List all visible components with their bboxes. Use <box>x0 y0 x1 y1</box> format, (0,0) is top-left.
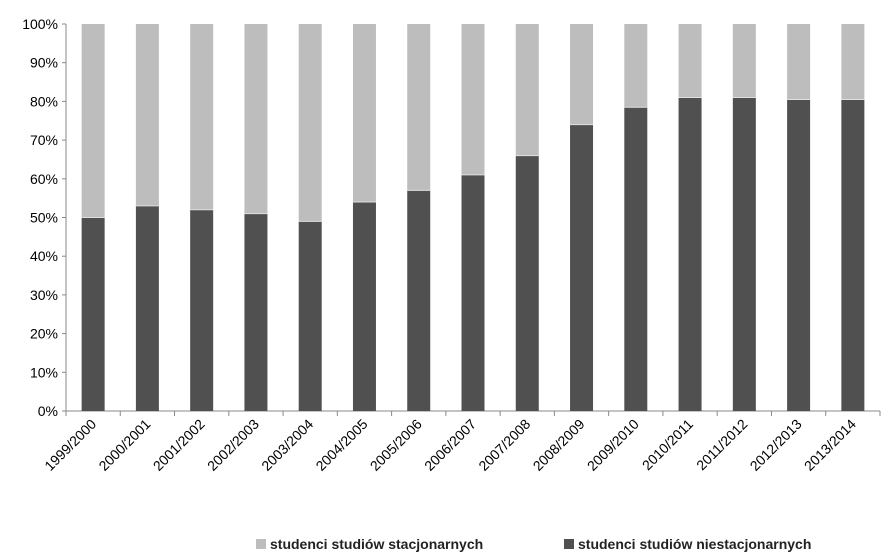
bar-stacjonarnych <box>624 24 648 108</box>
bar-stacjonarnych <box>352 24 376 203</box>
y-tick-label: 70% <box>30 132 58 148</box>
x-tick-label: 2002/2003 <box>204 416 262 474</box>
bar-stacjonarnych <box>732 24 756 98</box>
legend-label-stacjonarnych: studenci studiów stacjonarnych <box>270 536 484 552</box>
x-tick-label: 2003/2004 <box>258 416 316 474</box>
y-tick-label: 10% <box>30 364 58 380</box>
bar-niestacjonarnych <box>570 124 594 412</box>
y-tick-label: 90% <box>30 55 58 71</box>
y-tick-label: 80% <box>30 93 58 109</box>
bar-niestacjonarnych <box>515 155 539 411</box>
bar-stacjonarnych <box>570 24 594 125</box>
bar-stacjonarnych <box>841 24 865 100</box>
x-tick-label: 2000/2001 <box>95 416 153 474</box>
bar-stacjonarnych <box>407 24 431 191</box>
x-tick-label: 2004/2005 <box>312 416 370 474</box>
x-tick-label: 2007/2008 <box>475 416 533 474</box>
bar-niestacjonarnych <box>678 97 702 411</box>
bar-niestacjonarnych <box>244 213 268 411</box>
bar-stacjonarnych <box>461 24 485 175</box>
bar-niestacjonarnych <box>135 205 159 411</box>
bar-niestacjonarnych <box>787 99 811 411</box>
x-tick-label: 2005/2006 <box>367 416 425 474</box>
legend-item-stacjonarnych: studenci studiów stacjonarnych <box>256 536 483 552</box>
legend-swatch-niestacjonarnych <box>564 539 574 549</box>
y-tick-label: 0% <box>38 403 58 419</box>
bar-niestacjonarnych <box>841 99 865 411</box>
bar-stacjonarnych <box>787 24 811 100</box>
y-tick-label: 20% <box>30 326 58 342</box>
legend-label-niestacjonarnych: studenci studiów niestacjonarnych <box>578 536 812 552</box>
bar-stacjonarnych <box>81 24 105 218</box>
x-tick-label: 1999/2000 <box>41 416 99 474</box>
bar-niestacjonarnych <box>461 174 485 411</box>
x-tick-label: 2010/2011 <box>639 416 697 474</box>
bar-stacjonarnych <box>298 24 322 222</box>
bar-stacjonarnych <box>678 24 702 98</box>
y-tick-label: 50% <box>30 210 58 226</box>
bar-niestacjonarnych <box>732 97 756 411</box>
x-tick-label: 2013/2014 <box>801 416 859 474</box>
y-tick-label: 30% <box>30 287 58 303</box>
y-tick-label: 100% <box>22 16 58 32</box>
bar-stacjonarnych <box>244 24 268 214</box>
x-tick-label: 2001/2002 <box>150 416 208 474</box>
bar-niestacjonarnych <box>407 190 431 411</box>
bar-niestacjonarnych <box>352 202 376 411</box>
x-tick-label: 2008/2009 <box>530 416 588 474</box>
y-tick-label: 40% <box>30 248 58 264</box>
legend-swatch-stacjonarnych <box>256 539 266 549</box>
x-tick-label: 2006/2007 <box>421 416 479 474</box>
y-tick-label: 60% <box>30 171 58 187</box>
bar-niestacjonarnych <box>81 217 105 411</box>
bar-niestacjonarnych <box>190 209 214 411</box>
bar-niestacjonarnych <box>624 107 648 411</box>
x-tick-label: 2012/2013 <box>747 416 805 474</box>
bar-niestacjonarnych <box>298 221 322 411</box>
bar-stacjonarnych <box>515 24 539 156</box>
bar-stacjonarnych <box>135 24 159 206</box>
bar-stacjonarnych <box>190 24 214 210</box>
x-tick-label: 2011/2012 <box>693 416 751 474</box>
legend-item-niestacjonarnych: studenci studiów niestacjonarnych <box>564 536 811 552</box>
x-tick-label: 2009/2010 <box>584 416 642 474</box>
